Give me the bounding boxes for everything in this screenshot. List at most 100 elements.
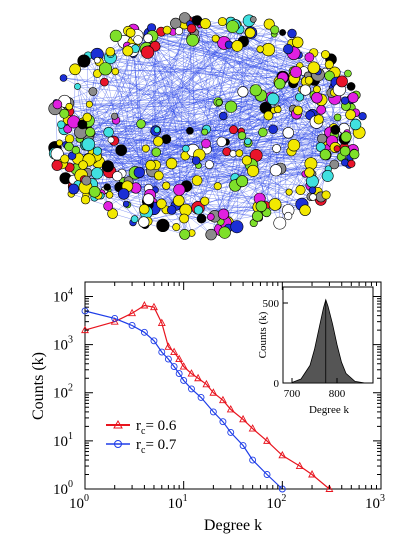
network-node bbox=[88, 186, 101, 198]
network-node bbox=[92, 146, 102, 156]
x-tick-label: 100 bbox=[69, 493, 89, 512]
network-node bbox=[68, 183, 79, 195]
network-node bbox=[182, 144, 190, 153]
network-node bbox=[173, 194, 185, 207]
network-node bbox=[179, 228, 191, 240]
network-edge bbox=[274, 148, 277, 205]
network-node bbox=[179, 213, 189, 224]
legend-label-0: rc= 0.6 bbox=[136, 418, 177, 437]
network-edge bbox=[130, 32, 295, 77]
network-edge bbox=[77, 86, 83, 122]
network-edge bbox=[86, 148, 186, 181]
network-node bbox=[88, 87, 98, 96]
network-node bbox=[78, 160, 88, 170]
series-0-point bbox=[278, 450, 287, 459]
network-node bbox=[244, 137, 252, 145]
network-node bbox=[344, 69, 352, 78]
network-node bbox=[154, 170, 164, 181]
network-edge bbox=[63, 77, 278, 110]
network-edge bbox=[128, 38, 216, 182]
network-edge bbox=[96, 26, 233, 157]
network-node bbox=[74, 83, 81, 90]
network-node bbox=[309, 193, 317, 201]
network-edge bbox=[83, 130, 156, 133]
network-node bbox=[130, 215, 139, 223]
network-edge bbox=[196, 139, 335, 161]
network-node bbox=[122, 45, 134, 57]
network-node bbox=[287, 139, 301, 152]
series-1-point bbox=[227, 428, 235, 436]
series-0-point bbox=[179, 362, 188, 370]
network-node bbox=[321, 170, 334, 182]
network-node bbox=[229, 125, 238, 135]
network-node bbox=[317, 133, 328, 144]
y-tick-exponent: 1 bbox=[68, 431, 73, 442]
network-edge bbox=[140, 57, 310, 125]
network-node bbox=[358, 112, 367, 121]
network-node bbox=[112, 171, 123, 182]
network-graph bbox=[48, 12, 367, 241]
network-node bbox=[59, 108, 70, 119]
series-0-point bbox=[239, 414, 248, 423]
network-edge bbox=[197, 34, 275, 208]
network-node bbox=[345, 109, 356, 120]
network-node bbox=[201, 138, 211, 149]
series-0-point bbox=[175, 354, 184, 363]
network-node bbox=[287, 28, 297, 39]
network-node bbox=[258, 127, 268, 138]
series-1-point bbox=[111, 314, 119, 322]
network-node bbox=[341, 158, 349, 167]
network-node bbox=[186, 127, 194, 135]
inset-x-tick-label: 700 bbox=[284, 388, 301, 400]
inset-y-axis-label: Counts (k) bbox=[257, 311, 269, 358]
series-0-point bbox=[140, 301, 149, 309]
main-series-group bbox=[81, 301, 334, 493]
network-node bbox=[162, 181, 171, 190]
network-node bbox=[64, 141, 74, 152]
x-tick-label: 101 bbox=[168, 493, 188, 512]
network-node bbox=[139, 204, 150, 215]
inset-histogram-group bbox=[291, 298, 365, 384]
network-edge bbox=[64, 101, 345, 129]
series-1-point bbox=[175, 370, 183, 378]
network-node bbox=[77, 119, 88, 130]
network-node bbox=[122, 200, 130, 208]
network-node bbox=[109, 29, 122, 43]
network-node bbox=[284, 211, 293, 221]
network-node bbox=[107, 136, 115, 144]
network-node bbox=[201, 128, 209, 136]
network-node bbox=[219, 111, 228, 121]
network-node bbox=[321, 190, 331, 200]
network-node bbox=[255, 200, 267, 213]
y-tick-label: 104 bbox=[53, 286, 73, 305]
network-node bbox=[153, 136, 164, 147]
network-edge bbox=[68, 49, 269, 147]
network-node bbox=[82, 112, 92, 122]
network-edge bbox=[150, 35, 218, 187]
network-node bbox=[311, 92, 323, 104]
network-edge bbox=[197, 101, 219, 208]
network-node bbox=[172, 223, 181, 232]
network-node bbox=[111, 112, 119, 120]
network-node bbox=[103, 126, 114, 138]
network-node bbox=[80, 195, 91, 205]
network-node bbox=[229, 150, 237, 158]
network-node bbox=[235, 149, 244, 157]
network-edge bbox=[194, 32, 313, 191]
network-edge bbox=[194, 129, 336, 154]
network-node bbox=[215, 99, 223, 107]
network-node bbox=[165, 157, 178, 170]
network-node bbox=[324, 59, 334, 69]
series-0-point bbox=[128, 308, 137, 317]
network-node bbox=[211, 34, 220, 43]
network-edge bbox=[114, 40, 193, 117]
legend-label-1: rc= 0.7 bbox=[136, 437, 177, 456]
network-node bbox=[333, 113, 342, 122]
network-node bbox=[299, 84, 312, 96]
series-1-point bbox=[219, 418, 227, 426]
network-node bbox=[247, 164, 260, 177]
network-node bbox=[174, 26, 184, 36]
network-node bbox=[81, 137, 96, 152]
network-node bbox=[59, 74, 68, 82]
network-node bbox=[125, 27, 136, 38]
